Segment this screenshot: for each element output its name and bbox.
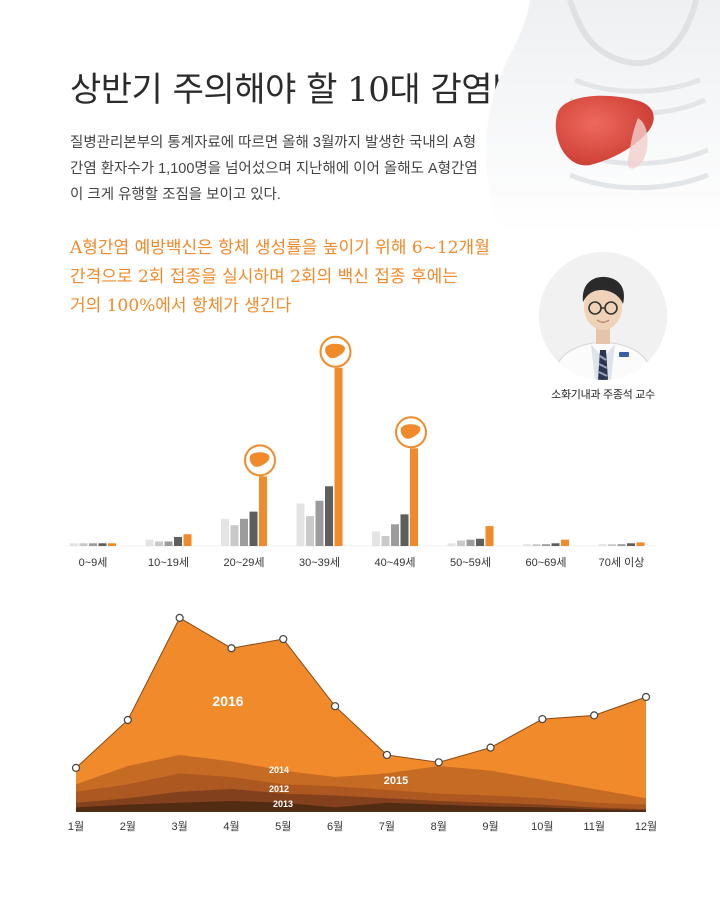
area-series-label: 2016 [212, 693, 243, 709]
month-label: 2월 [120, 820, 136, 833]
bar [466, 539, 475, 546]
doctor-caption: 소화기내과 주종석 교수 [551, 389, 655, 401]
liver-icon [395, 416, 427, 449]
bar [296, 503, 305, 546]
area-point [227, 644, 236, 653]
bar [627, 543, 635, 546]
bar [306, 516, 314, 546]
month-label: 7월 [379, 820, 395, 833]
bar [372, 531, 380, 546]
area-point [538, 714, 547, 724]
month-label: 6월 [327, 820, 343, 833]
month-label: 4월 [223, 820, 239, 833]
bar-category-label: 0~9세 [79, 556, 108, 569]
bar [164, 541, 173, 546]
bar [400, 514, 409, 546]
bar [79, 543, 88, 546]
bar-highlight [334, 367, 343, 546]
highlight-line: 거의 100%에서 항체가 생긴다 [70, 296, 292, 316]
bar [221, 518, 229, 546]
bar [381, 536, 390, 546]
bar [174, 536, 182, 546]
bar-highlight [561, 539, 569, 546]
bar-highlight [485, 526, 494, 546]
bar [523, 544, 531, 546]
bar [98, 543, 107, 546]
intro-line: 이 크게 유행할 조짐을 보이고 있다. [70, 187, 281, 203]
anatomy-liver-illustration [485, 0, 720, 235]
bar [155, 541, 163, 546]
area-point [330, 702, 340, 711]
bar [608, 544, 616, 546]
bar-category-label: 30~39세 [299, 556, 340, 569]
bar-category-label: 70세 이상 [599, 556, 645, 569]
area-point [434, 758, 443, 767]
bar [391, 524, 399, 546]
area-point [279, 634, 288, 644]
bar [325, 486, 333, 546]
area-series-label: 2012 [269, 784, 289, 794]
highlight-line: 간격으로 2회 접종을 실시하며 2회의 백신 접종 후에는 [70, 267, 458, 287]
area-point [486, 743, 495, 752]
month-label: 8월 [431, 820, 447, 833]
bar [145, 539, 154, 546]
monthly-area-chart: 2016 2015 2014 2012 2013 1월 2월 3월 4월 5월 6월 7월 8월 9월 10… [68, 613, 657, 833]
liver-icon [319, 335, 352, 368]
highlight-line: A형간염 예방백신은 항체 생성률을 높이기 위해 6~12개월 [70, 238, 490, 258]
area-point [382, 750, 392, 760]
area-point [641, 692, 651, 702]
highlight-quote: A형간염 예방백신은 항체 생성률을 높이기 위해 6~12개월 간격으로 2회… [70, 234, 540, 321]
doctor-portrait [539, 252, 667, 380]
age-group-bar-chart: 0~9세 10~19세 20~29세 30~39세 40~49세 50~59세 60~69세… [66, 335, 656, 569]
bar-highlight [636, 542, 645, 546]
area-point [175, 613, 184, 622]
bar-highlight [108, 543, 116, 546]
intro-line: 간염 환자수가 1,100명을 넘어섰으며 지난해에 이어 올해도 A형간염 [70, 161, 478, 177]
area-point [123, 715, 132, 725]
area-series-label: 2014 [269, 765, 289, 775]
bar [240, 518, 248, 546]
area-series-outline [75, 617, 647, 769]
area-point [71, 763, 81, 772]
intro-line: 질병관리본부의 통계자료에 따르면 올해 3월까지 발생한 국내의 A형 [70, 135, 477, 151]
month-label: 11월 [583, 820, 605, 833]
area-series-label: 2013 [273, 799, 293, 809]
month-label: 5월 [275, 820, 291, 833]
area-point [590, 711, 599, 720]
bar [476, 538, 484, 546]
month-label: 1월 [68, 820, 84, 833]
bar-highlight [410, 448, 418, 546]
bar [457, 540, 465, 546]
bar [447, 543, 456, 546]
bar-category-label: 40~49세 [374, 556, 415, 569]
bar-highlight [259, 476, 267, 546]
area-series-2013 [76, 800, 646, 812]
bar [542, 544, 550, 546]
month-label: 9월 [482, 820, 498, 833]
page-title: 상반기 주의해야 할 10대 감염병 [70, 70, 523, 110]
month-label: 10월 [531, 820, 553, 833]
bar [598, 544, 607, 546]
intro-paragraph: 질병관리본부의 통계자료에 따르면 올해 3월까지 발생한 국내의 A형 간염 … [70, 130, 490, 208]
bar [249, 511, 258, 546]
bar [230, 525, 239, 546]
bar-category-label: 50~59세 [450, 556, 491, 569]
bar [89, 543, 97, 546]
bar-highlight [183, 534, 192, 546]
area-series-label: 2015 [384, 775, 408, 787]
bar-category-label: 60~69세 [525, 556, 566, 569]
bar [70, 543, 78, 546]
bar [551, 543, 560, 546]
month-label: 3월 [172, 820, 188, 833]
bar-category-label: 20~29세 [223, 556, 264, 569]
liver-organ [555, 95, 654, 166]
bar-category-label: 10~19세 [148, 556, 189, 569]
bar [315, 500, 324, 546]
liver-icon [244, 444, 276, 477]
month-label: 12월 [635, 820, 657, 833]
bar [532, 544, 541, 546]
bar [617, 544, 626, 546]
